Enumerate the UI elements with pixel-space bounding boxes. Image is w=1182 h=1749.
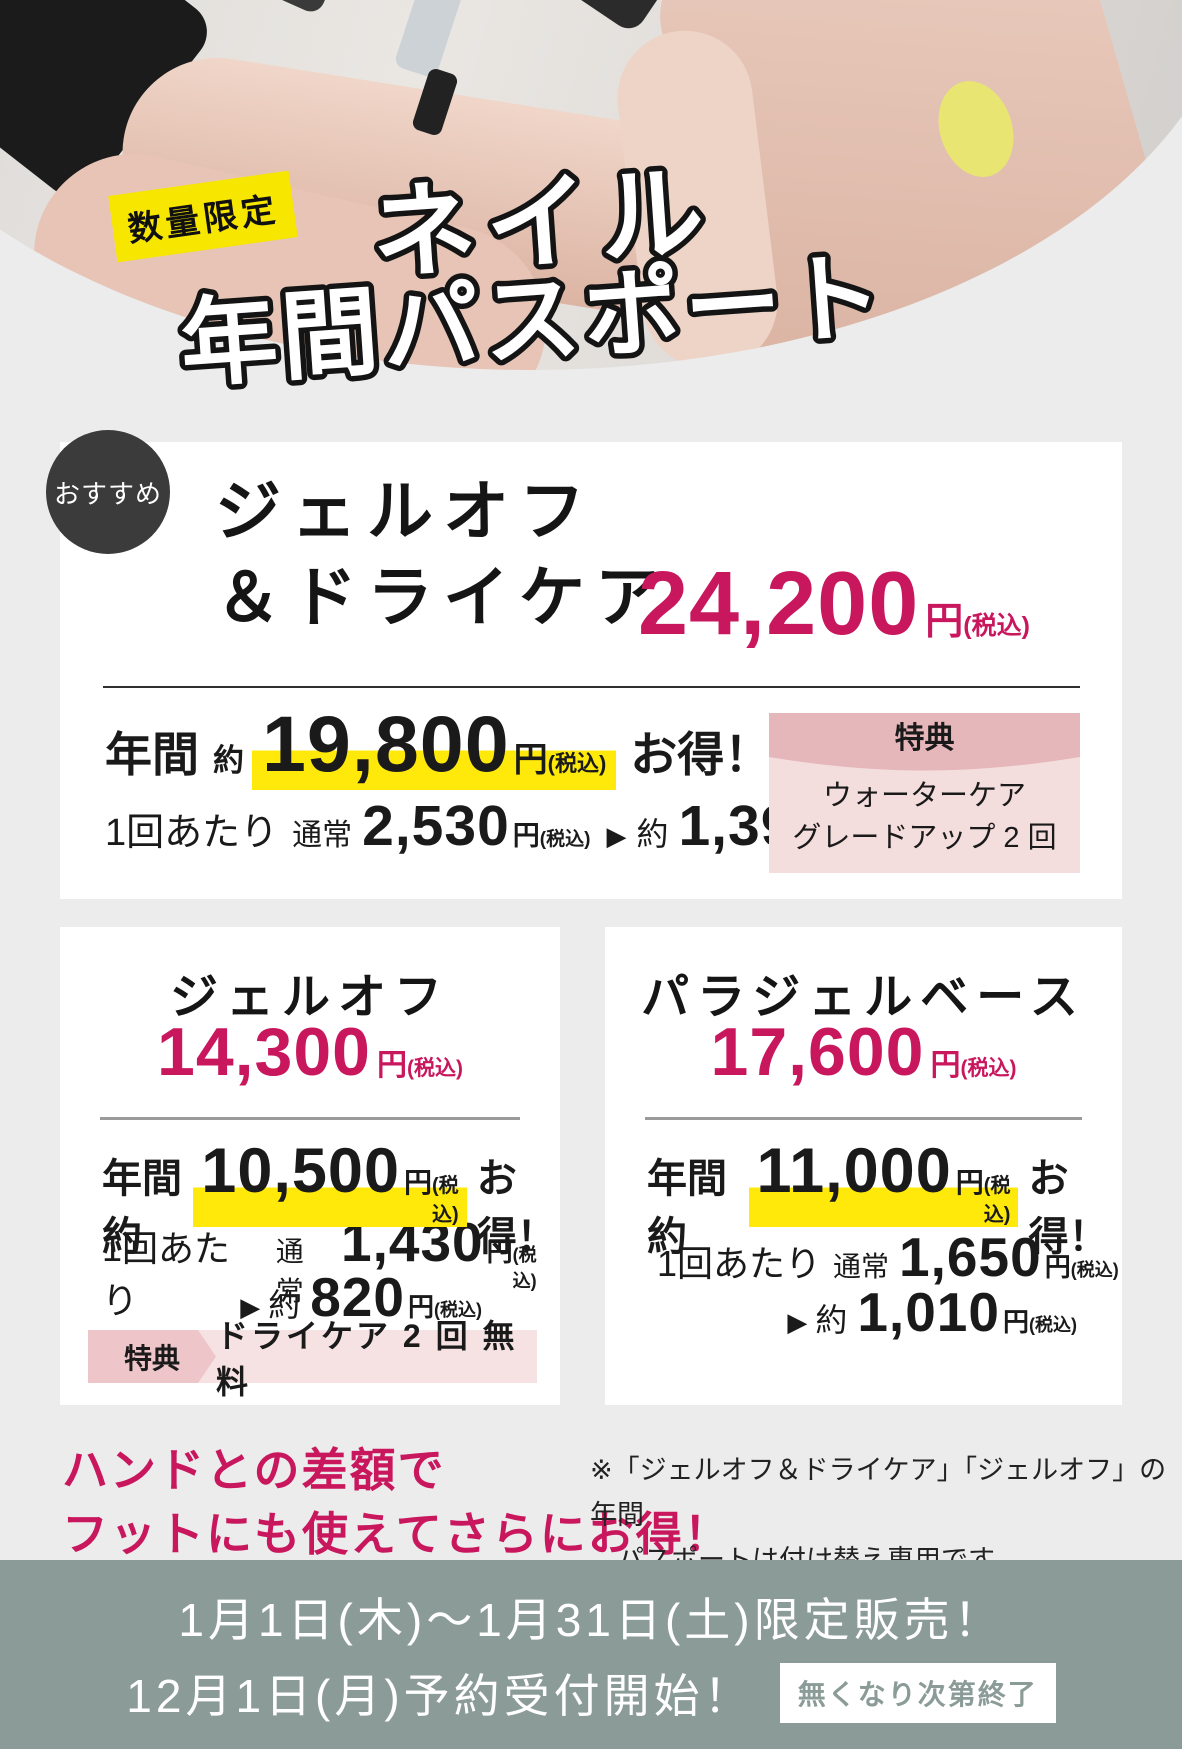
- per-visit-yen: 円: [486, 1237, 513, 1267]
- savings-highlight: 19,800 円 (税込): [252, 698, 617, 790]
- savings-yen: 円: [513, 741, 548, 779]
- main-plan-name: ジェルオフ ＆ドライケア: [215, 468, 671, 640]
- foot-promo-line2: フットにも使えてさらにお得！: [62, 1508, 732, 1560]
- paragel-plan-price: 17,600 円 (税込): [605, 1013, 1122, 1091]
- main-benefit-box: 特典 ウォーターケア グレードアップ 2 回: [769, 713, 1080, 873]
- card-divider: [645, 1117, 1082, 1120]
- per-visit-normal-label: 通常: [833, 1251, 890, 1282]
- sale-period-banner: 1月1日(木)～1月31日(土)限定販売！ 12月1日(月)予約受付開始！ 無く…: [0, 1560, 1182, 1749]
- per-visit-yen: 円: [1044, 1252, 1071, 1282]
- savings-suffix: お得！: [630, 728, 772, 781]
- savings-amount: 19,800: [262, 699, 510, 788]
- main-plan-price: 24,200 円 (税込): [638, 553, 1030, 656]
- savings-yen: 円: [404, 1167, 433, 1198]
- per-visit-label: 1回あたり: [105, 812, 279, 854]
- main-savings-row: 年間 約 19,800 円 (税込) お得！: [105, 698, 771, 790]
- recommend-badge: おすすめ: [46, 430, 170, 554]
- sale-period-line1: 1月1日(木)～1月31日(土)限定販売！: [178, 1593, 1004, 1646]
- per-visit-label: 1回あたり: [657, 1243, 822, 1284]
- benefit-header: 特典: [88, 1330, 216, 1383]
- paragel-per-visit-line2: ▶ 約 1,010 円 (税込): [657, 1280, 1077, 1344]
- geloff-benefit-ribbon: 特典 ドライケア 2 回 無料: [88, 1317, 537, 1400]
- arrow-right-icon: ▶: [240, 1292, 261, 1322]
- geloff-plan-price: 14,300 円 (税込): [60, 1013, 560, 1091]
- geloff-plan-card: ジェルオフ 14,300 円 (税込) 年間約 10,500 円 (税込) お得…: [60, 927, 560, 1405]
- per-visit-normal-label: 通常: [292, 819, 353, 852]
- card-divider: [100, 1117, 520, 1120]
- foot-promo-line1: ハンドとの差額で: [62, 1444, 446, 1496]
- geloff-savings-row: 年間約 10,500 円 (税込) お得！: [102, 1135, 560, 1262]
- price-number: 14,300: [157, 1014, 371, 1090]
- while-supplies-last-box: 無くなり次第終了: [779, 1662, 1056, 1723]
- savings-amount: 11,000: [756, 1136, 952, 1206]
- per-visit-pass-price: 1,010: [857, 1281, 1000, 1343]
- savings-yen: 円: [955, 1167, 984, 1198]
- savings-yearly-label: 年間: [105, 728, 199, 781]
- savings-suffix: お得！: [1028, 1157, 1109, 1259]
- foot-promo-text: ハンドとの差額で フットにも使えてさらにお得！: [62, 1438, 732, 1566]
- paragel-savings-row: 年間約 11,000 円 (税込) お得！: [647, 1135, 1122, 1262]
- note1-line1: ※「ジェルオフ＆ドライケア」「ジェルオフ」の年間: [590, 1455, 1167, 1530]
- per-visit-tax-note: (税込): [512, 1245, 537, 1291]
- benefit-header-wave: [769, 757, 1080, 771]
- benefit-text: ドライケア 2 回 無料: [216, 1317, 518, 1400]
- savings-amount: 10,500: [201, 1136, 400, 1206]
- savings-highlight: 11,000 円 (税込): [748, 1135, 1019, 1227]
- main-plan-name-line1: ジェルオフ: [215, 474, 595, 548]
- per-visit-normal-price: 2,530: [362, 794, 510, 858]
- per-visit-label: 1回あたり: [102, 1228, 231, 1321]
- price-tax-note: (税込): [963, 612, 1030, 640]
- per-visit-approx: 約: [636, 816, 669, 852]
- per-visit-approx: 約: [815, 1302, 848, 1338]
- per-visit-yen: 円: [512, 821, 540, 851]
- benefit-line2: グレードアップ 2 回: [792, 822, 1057, 854]
- savings-yearly-label: 年間約: [647, 1157, 727, 1259]
- savings-highlight: 10,500 円 (税込): [193, 1135, 467, 1227]
- paragel-plan-card: パラジェルベース 17,600 円 (税込) 年間約 11,000 円 (税込)…: [605, 927, 1122, 1405]
- savings-approx: 約: [213, 743, 244, 778]
- photo-brush: [393, 0, 471, 79]
- benefit-body: ウォーターケア グレードアップ 2 回: [769, 775, 1080, 859]
- price-number: 17,600: [710, 1014, 925, 1090]
- price-yen: 円: [376, 1049, 407, 1082]
- per-visit-pass-price: 820: [310, 1266, 405, 1328]
- main-plan-name-line2: ＆ドライケア: [215, 560, 671, 634]
- savings-yearly-label: 年間約: [102, 1157, 182, 1259]
- per-visit-yen: 円: [407, 1292, 434, 1322]
- per-visit-normal-label: 通常: [275, 1236, 304, 1307]
- per-visit-tax-note: (税込): [539, 829, 591, 850]
- per-visit-approx: 約: [268, 1287, 301, 1323]
- price-number: 24,200: [638, 554, 920, 654]
- sale-period-line2: 12月1日(月)予約受付開始！ 無くなり次第終了: [126, 1660, 1056, 1726]
- savings-tax-note: (税込): [432, 1175, 459, 1226]
- per-visit-tax-note: (税込): [434, 1300, 482, 1320]
- per-visit-normal-price: 1,650: [899, 1226, 1042, 1288]
- price-tax-note: (税込): [960, 1057, 1017, 1080]
- title-line2: 年間パスポート: [177, 241, 890, 399]
- reservation-start-text: 12月1日(月)予約受付開始！: [126, 1669, 754, 1722]
- arrow-right-icon: ▶: [787, 1307, 808, 1337]
- arrow-right-icon: ▶: [606, 821, 627, 851]
- benefit-line1: ウォーターケア: [822, 780, 1026, 812]
- per-visit-tax-note: (税込): [1070, 1260, 1119, 1280]
- price-tax-note: (税込): [406, 1057, 463, 1080]
- per-visit-tax-note: (税込): [1029, 1315, 1077, 1335]
- main-card-divider: [103, 686, 1080, 688]
- geloff-plan-name: ジェルオフ: [169, 971, 450, 1024]
- per-visit-yen: 円: [1002, 1307, 1029, 1337]
- price-yen: 円: [925, 601, 964, 643]
- paragel-per-visit-line1: 1回あたり 通常 1,650 円 (税込): [657, 1225, 1119, 1289]
- savings-tax-note: (税込): [547, 751, 607, 776]
- geloff-per-visit-line2: ▶ 約 820 円 (税込): [102, 1265, 482, 1329]
- main-title-art: ネイル 年間パスポート: [171, 149, 895, 400]
- price-yen: 円: [930, 1049, 961, 1082]
- paragel-plan-name: パラジェルベース: [641, 971, 1086, 1024]
- savings-suffix: お得！: [476, 1157, 557, 1259]
- savings-tax-note: (税込): [983, 1175, 1011, 1226]
- benefit-header: 特典: [769, 713, 1080, 757]
